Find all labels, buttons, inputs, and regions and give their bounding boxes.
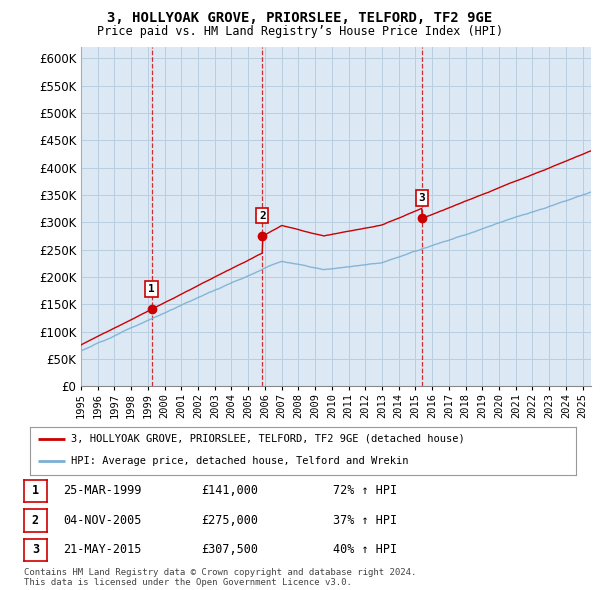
- Text: HPI: Average price, detached house, Telford and Wrekin: HPI: Average price, detached house, Telf…: [71, 457, 409, 467]
- Text: 40% ↑ HPI: 40% ↑ HPI: [333, 543, 397, 556]
- Text: Contains HM Land Registry data © Crown copyright and database right 2024.
This d: Contains HM Land Registry data © Crown c…: [24, 568, 416, 587]
- Text: 2: 2: [32, 514, 39, 527]
- Text: 1: 1: [148, 284, 155, 294]
- Text: 3, HOLLYOAK GROVE, PRIORSLEE, TELFORD, TF2 9GE: 3, HOLLYOAK GROVE, PRIORSLEE, TELFORD, T…: [107, 11, 493, 25]
- Text: 3, HOLLYOAK GROVE, PRIORSLEE, TELFORD, TF2 9GE (detached house): 3, HOLLYOAK GROVE, PRIORSLEE, TELFORD, T…: [71, 434, 465, 444]
- Text: 25-MAR-1999: 25-MAR-1999: [63, 484, 142, 497]
- Text: £275,000: £275,000: [201, 514, 258, 527]
- Text: 72% ↑ HPI: 72% ↑ HPI: [333, 484, 397, 497]
- Text: 2: 2: [259, 211, 266, 221]
- Text: £307,500: £307,500: [201, 543, 258, 556]
- Text: 04-NOV-2005: 04-NOV-2005: [63, 514, 142, 527]
- Text: 3: 3: [419, 193, 425, 203]
- Text: 37% ↑ HPI: 37% ↑ HPI: [333, 514, 397, 527]
- Text: 1: 1: [32, 484, 39, 497]
- Text: Price paid vs. HM Land Registry’s House Price Index (HPI): Price paid vs. HM Land Registry’s House …: [97, 25, 503, 38]
- Text: 3: 3: [32, 543, 39, 556]
- Text: £141,000: £141,000: [201, 484, 258, 497]
- Text: 21-MAY-2015: 21-MAY-2015: [63, 543, 142, 556]
